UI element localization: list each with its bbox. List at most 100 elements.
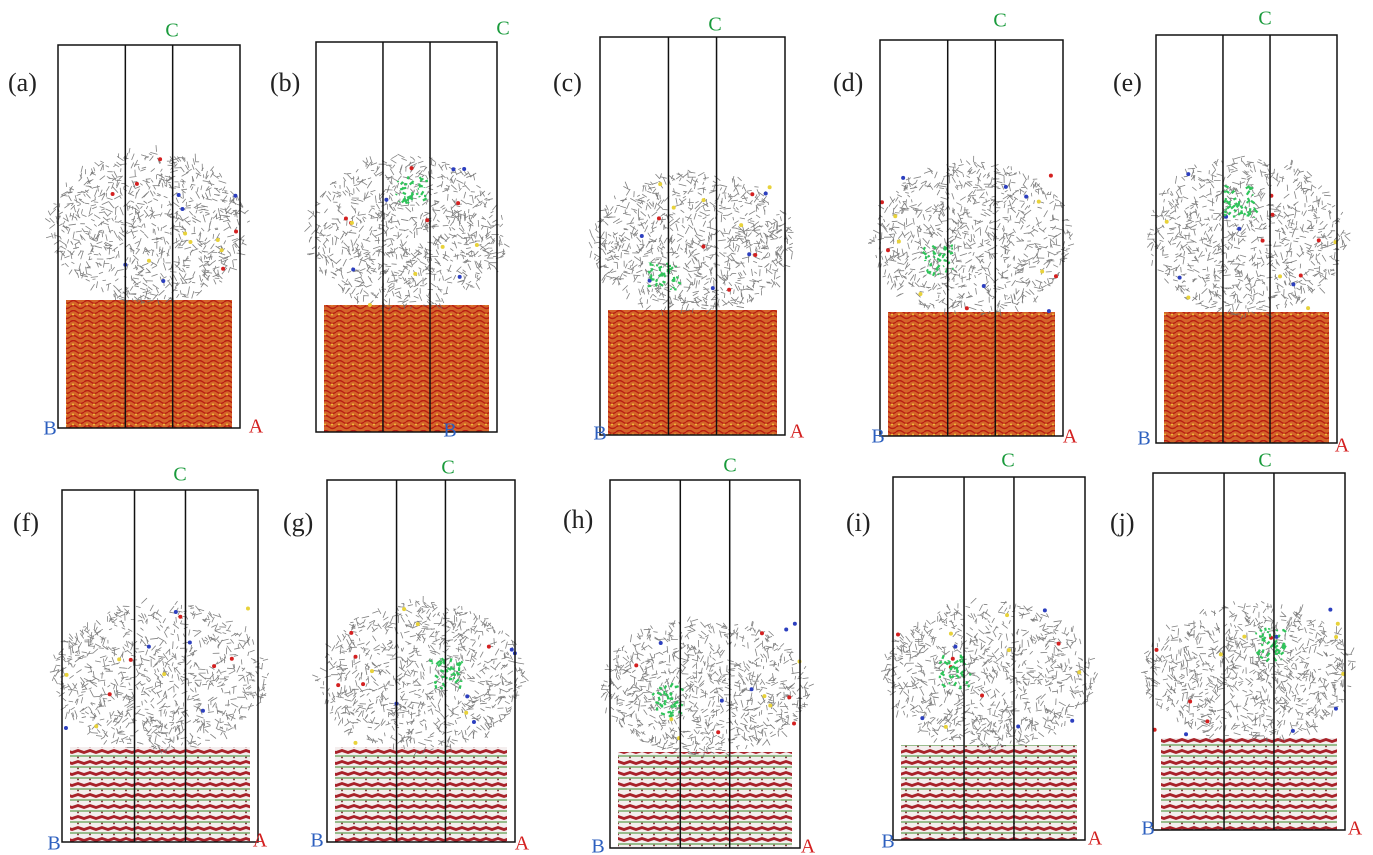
atom	[886, 248, 890, 252]
atom	[1299, 273, 1303, 277]
atom	[711, 286, 715, 290]
axis-c-label: C	[496, 18, 509, 40]
atom	[1334, 635, 1338, 639]
axis-b-label: B	[310, 830, 323, 852]
atom	[1278, 274, 1282, 278]
axis-b-label: B	[593, 423, 606, 445]
atom	[180, 207, 184, 211]
atom	[1016, 725, 1020, 729]
atom	[1270, 213, 1274, 217]
axis-a-label: A	[253, 830, 268, 852]
atom	[1040, 269, 1044, 273]
atom	[416, 622, 420, 626]
axis-c-label: C	[1258, 8, 1271, 30]
panel-label: (h)	[563, 505, 593, 534]
axis-b-label: B	[443, 420, 456, 442]
axis-a-label: A	[249, 416, 264, 438]
atom	[465, 694, 469, 698]
atom	[980, 694, 984, 698]
substrate-slab	[335, 747, 507, 842]
substrate-slab	[66, 300, 232, 428]
atom	[1043, 608, 1047, 612]
atom	[161, 279, 165, 283]
atom	[739, 223, 743, 227]
atom	[135, 182, 139, 186]
atom	[336, 683, 340, 687]
atom	[117, 657, 121, 661]
page: (a)CBA(b)CB(c)CBA(d)CBA(e)CBA(f)CBA(g)CB…	[0, 0, 1373, 855]
atom	[188, 641, 192, 645]
atom	[188, 240, 192, 244]
substrate-slab	[1164, 312, 1329, 443]
atom	[464, 711, 468, 715]
atom	[792, 722, 796, 726]
atom	[441, 245, 445, 249]
atom	[425, 218, 429, 222]
atom	[901, 176, 905, 180]
atom	[669, 717, 673, 721]
atom	[716, 730, 720, 734]
axis-b-label: B	[47, 833, 60, 855]
axis-a-label: A	[1088, 828, 1103, 850]
atom	[1005, 613, 1009, 617]
axis-c-label: C	[1258, 450, 1271, 472]
substrate-slab	[70, 747, 250, 842]
atom	[353, 741, 357, 745]
adsorbate-molecule	[396, 176, 428, 203]
atom	[234, 229, 238, 233]
atom	[349, 631, 353, 635]
atom	[361, 682, 365, 686]
atom	[177, 193, 181, 197]
atom	[413, 272, 417, 276]
atom	[108, 692, 112, 696]
axis-c-label: C	[165, 20, 178, 42]
atom	[982, 284, 986, 288]
atom	[147, 259, 151, 263]
atom	[212, 664, 216, 668]
axis-c-label: C	[708, 14, 721, 36]
atom	[762, 694, 766, 698]
atom	[1237, 227, 1241, 231]
atom	[764, 191, 768, 195]
atom	[944, 725, 948, 729]
atom	[1004, 185, 1008, 189]
panel-label: (i)	[846, 508, 871, 537]
atom	[750, 192, 754, 196]
axis-c-label: C	[441, 457, 454, 479]
atom	[201, 709, 205, 713]
simulation-panel: (j)CBA	[1110, 450, 1363, 840]
atom	[402, 607, 406, 611]
atom	[178, 615, 182, 619]
panel-label: (b)	[270, 68, 300, 97]
atom	[951, 657, 955, 661]
panel-label: (c)	[553, 68, 582, 97]
atom	[1047, 309, 1051, 313]
atom	[702, 198, 706, 202]
atom	[1306, 306, 1310, 310]
atom	[221, 267, 225, 271]
axis-a-label: A	[790, 421, 805, 443]
atom	[1242, 635, 1246, 639]
atom	[760, 631, 764, 635]
atom	[384, 198, 388, 202]
substrate-slab	[901, 745, 1077, 840]
axis-a-label: A	[1335, 435, 1350, 457]
axis-b-label: B	[591, 836, 604, 855]
atom	[1057, 642, 1061, 646]
atom	[94, 724, 98, 728]
atom	[351, 267, 355, 271]
atom	[768, 185, 772, 189]
atom	[659, 641, 663, 645]
axis-c-label: C	[1001, 450, 1014, 472]
atom	[918, 292, 922, 296]
atom	[220, 248, 224, 252]
simulation-panel: (c) C B A	[553, 14, 805, 445]
atom	[658, 182, 662, 186]
atom	[1188, 700, 1192, 704]
atom	[129, 658, 133, 662]
panel-label: (g)	[283, 508, 313, 537]
atom	[1178, 276, 1182, 280]
axis-c-label: C	[173, 464, 186, 486]
adsorbate-molecule	[648, 263, 681, 290]
